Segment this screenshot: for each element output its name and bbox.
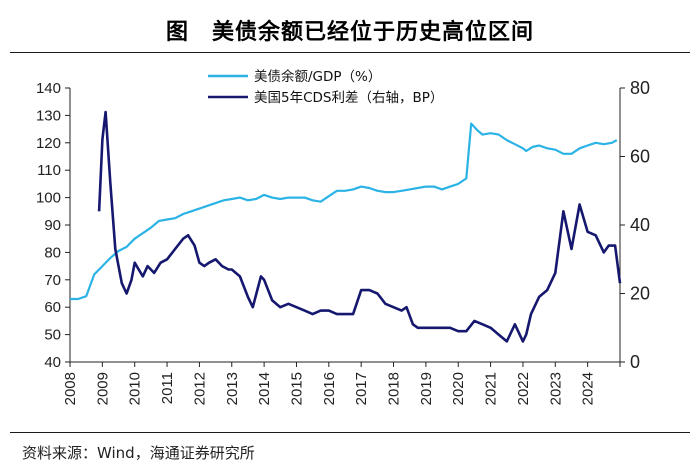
legend: 美债余额/GDP（%） 美国5年CDS利差（右轴，BP）: [208, 68, 443, 106]
x-tick-label: 2013: [224, 372, 241, 405]
x-tick-label: 2017: [353, 372, 370, 405]
y-right-tick-label: 40: [630, 215, 650, 235]
title-divider: [10, 52, 690, 53]
axes: 40 50 60 70 80 90 100 110 120 130 140 0 20 40 60 80 2008…: [36, 78, 650, 405]
y-left-tick-label: 120: [36, 135, 61, 152]
x-tick-label: 2015: [288, 372, 305, 405]
legend-label-cds: 美国5年CDS利差（右轴，BP）: [254, 90, 443, 106]
legend-label-debt: 美债余额/GDP（%）: [254, 68, 381, 85]
x-tick-label: 2022: [515, 372, 532, 405]
y-left-tick-label: 50: [44, 327, 61, 344]
x-tick-label: 2008: [62, 372, 79, 405]
x-tick-label: 2011: [159, 372, 176, 404]
x-tick-label: 2009: [94, 372, 111, 405]
series-lines: [70, 110, 622, 343]
y-left-tick-label: 140: [36, 80, 61, 97]
y-left-tick-label: 110: [37, 162, 61, 179]
x-tick-label: 2020: [450, 372, 467, 405]
x-tick-label: 2016: [321, 372, 338, 405]
series-line-cds-spread: [97, 110, 622, 343]
y-left-tick-label: 80: [44, 244, 61, 261]
x-tick-label: 2023: [547, 372, 564, 405]
x-tick-label: 2019: [418, 372, 435, 405]
y-right-tick-label: 0: [630, 352, 640, 372]
y-left-tick-label: 130: [36, 107, 61, 124]
x-tick-label: 2018: [386, 372, 403, 405]
source-divider: [10, 432, 690, 433]
x-tick-label: 2014: [256, 372, 273, 405]
x-tick-label: 2012: [191, 372, 208, 405]
x-tick-label: 2024: [580, 372, 597, 405]
x-tick-label: 2021: [483, 372, 500, 405]
y-right-tick-label: 20: [630, 284, 650, 304]
source-note: 资料来源：Wind，海通证券研究所: [22, 444, 255, 462]
chart-title: 图 美债余额已经位于历史高位区间: [165, 20, 534, 45]
y-left-tick-label: 40: [44, 354, 61, 371]
series-line-debt-to-gdp: [70, 122, 618, 301]
y-left-tick-label: 90: [44, 217, 61, 234]
y-left-tick-label: 60: [44, 299, 61, 316]
y-left-tick-label: 70: [44, 272, 61, 289]
y-left-tick-label: 100: [36, 190, 61, 207]
y-right-tick-label: 60: [630, 147, 650, 167]
y-right-tick-label: 80: [630, 78, 650, 98]
x-tick-label: 2010: [127, 372, 144, 405]
